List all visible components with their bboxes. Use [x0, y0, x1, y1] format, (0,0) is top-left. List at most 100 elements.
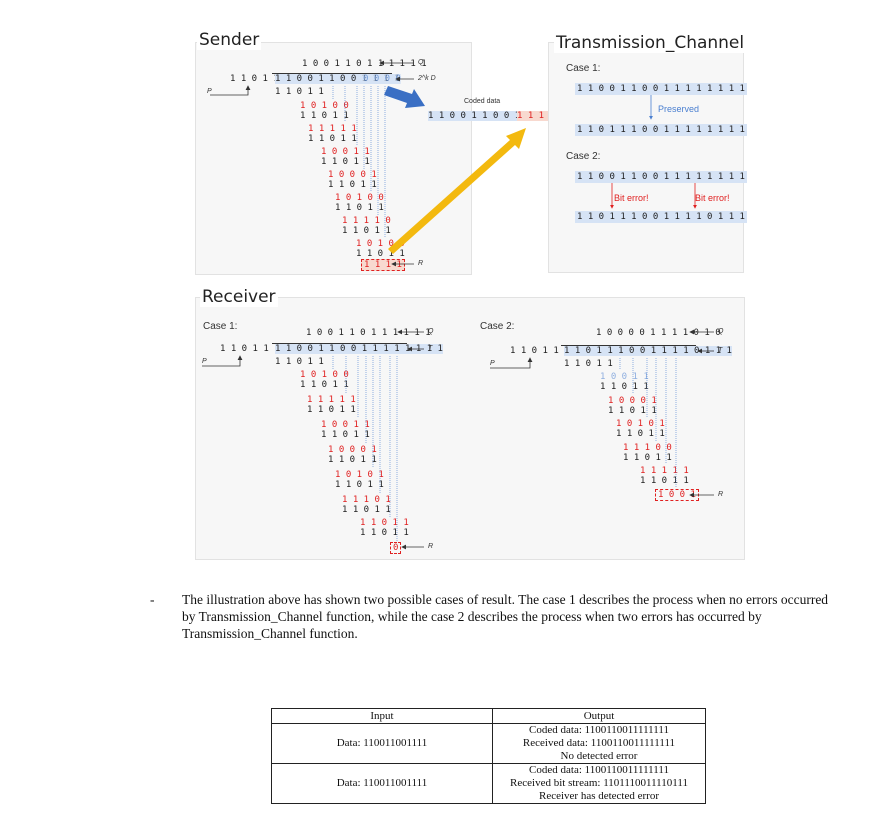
- receiver-case2-q: Q: [718, 328, 724, 335]
- output-line: No detected error: [560, 750, 638, 762]
- r1-rem-6: 1 1 0 1 1: [360, 518, 409, 528]
- receiver-case2-quotient: 1 0 0 0 0 1 1 1 1 0 1 0: [596, 328, 721, 338]
- r2-sub-0: 1 1 0 1 1: [600, 382, 649, 392]
- sender-dividend-zeros: 0 0 0 0: [363, 74, 401, 84]
- receiver-case1-t: T: [428, 345, 433, 352]
- sender-sub-6: 1 1 0 1 1: [342, 226, 391, 236]
- table-cell-input: Data: 110011001111: [271, 763, 493, 804]
- sender-rem-2: 1 1 1 1 1: [308, 124, 357, 134]
- description-text: The illustration above has shown two pos…: [182, 592, 829, 641]
- sender-q-label: Q: [418, 59, 424, 66]
- sender-sub-2: 1 1 0 1 1: [308, 134, 357, 144]
- sender-sub-0: 1 1 0 1 1: [275, 87, 324, 97]
- sender-sub-7: 1 1 0 1 1: [356, 249, 405, 259]
- description-bullet: -: [150, 592, 155, 607]
- receiver-case2-first-sub: 1 1 0 1 1: [564, 359, 613, 369]
- r1-sub-0: 1 1 0 1 1: [300, 380, 349, 390]
- channel-preserved-label: Preserved: [658, 104, 700, 114]
- sender-rem-4: 1 0 0 0 1: [328, 170, 377, 180]
- sender-sub-3: 1 1 0 1 1: [321, 157, 370, 167]
- r2-sub-2: 1 1 0 1 1: [616, 429, 665, 439]
- table-row: Data: 110011001111 Coded data: 110011001…: [271, 763, 706, 804]
- output-line: Receiver has detected error: [538, 790, 659, 802]
- receiver-case2-dividend: 1 1 0 1 1 1 0 0 1 1 1 1 0 1 1 1: [564, 346, 732, 356]
- channel-title: Transmission_Channel: [554, 33, 747, 53]
- receiver-case1-r: R: [428, 543, 434, 550]
- output-line: Received bit stream: 1101110011110111: [510, 777, 688, 789]
- sender-division-bar: [272, 73, 392, 74]
- r2-sub-3: 1 1 0 1 1: [623, 453, 672, 463]
- sender-divisor: 1 1 0 1 1: [230, 74, 279, 84]
- sender-quotient: 1 0 0 1 1 0 1 1 1 1 1 1: [302, 59, 427, 69]
- receiver-case1-remainder: 0: [390, 542, 402, 554]
- r1-sub-1: 1 1 0 1 1: [307, 405, 356, 415]
- output-line: Received data: 1100110011111111: [522, 737, 676, 749]
- r1-sub-5: 1 1 0 1 1: [342, 505, 391, 515]
- receiver-case2-label: Case 2:: [480, 321, 515, 332]
- sender-title: Sender: [197, 30, 262, 50]
- table-cell-input: Data: 110011001111: [271, 723, 493, 764]
- sender-rem-3: 1 0 0 1 1: [321, 147, 370, 157]
- sender-sub-4: 1 1 0 1 1: [328, 180, 377, 190]
- table-header-output: Output: [492, 708, 706, 724]
- channel-case2-recv: 1 1 0 1 1 1 0 0 1 1 1 1 0 1 1 1: [575, 211, 747, 223]
- channel-case1-recv: 1 1 0 1 1 1 0 0 1 1 1 1 1 1 1 1: [575, 124, 747, 136]
- r2-rem-2: 1 0 1 0 1: [616, 419, 665, 429]
- r2-sub-4: 1 1 0 1 1: [640, 476, 689, 486]
- table-row: Data: 110011001111 Coded data: 110011001…: [271, 723, 706, 764]
- sender-shift-label: 2^k D: [418, 75, 436, 82]
- r1-sub-3: 1 1 0 1 1: [328, 455, 377, 465]
- r1-sub-6: 1 1 0 1 1: [360, 528, 409, 538]
- receiver-case2-remainder: 1 0 0 1: [655, 489, 699, 501]
- receiver-case1-bar: [272, 343, 407, 344]
- receiver-case2-r: R: [718, 491, 724, 498]
- sender-rem-6: 1 1 1 1 0: [342, 216, 391, 226]
- r1-rem-2: 1 0 0 1 1: [321, 420, 370, 430]
- receiver-case1-p: P: [202, 358, 207, 365]
- receiver-panel: [195, 297, 745, 560]
- sender-sub-1: 1 1 0 1 1: [300, 111, 349, 121]
- table-header-row: Input Output: [271, 708, 706, 724]
- r1-rem-5: 1 1 1 0 1: [342, 495, 391, 505]
- coded-data-label: Coded data: [464, 98, 501, 105]
- table-cell-output: Coded data: 1100110011111111 Received da…: [492, 723, 706, 764]
- receiver-case1-q: Q: [428, 328, 434, 335]
- sender-r-label: R: [418, 260, 424, 267]
- r1-sub-4: 1 1 0 1 1: [335, 480, 384, 490]
- receiver-case1-divisor: 1 1 0 1 1: [220, 344, 269, 354]
- r1-rem-1: 1 1 1 1 1: [307, 395, 356, 405]
- r1-rem-0: 1 0 1 0 0: [300, 370, 349, 380]
- r2-rem-0: 1 0 0 1 1: [600, 372, 649, 382]
- channel-bit-error-1: Bit error!: [614, 193, 649, 203]
- r1-rem-4: 1 0 1 0 1: [335, 470, 384, 480]
- receiver-case2-bar: [561, 345, 696, 346]
- r2-sub-1: 1 1 0 1 1: [608, 406, 657, 416]
- r2-rem-4: 1 1 1 1 1: [640, 466, 689, 476]
- channel-case1-label: Case 1:: [566, 63, 601, 74]
- receiver-title: Receiver: [200, 287, 278, 307]
- sender-p-label: P: [207, 88, 212, 95]
- sender-rem-1: 1 0 1 0 0: [300, 101, 349, 111]
- sender-remainder: 1 1 1 1: [361, 259, 405, 271]
- channel-case2-sent: 1 1 0 0 1 1 0 0 1 1 1 1 1 1 1 1: [575, 171, 747, 183]
- output-line: Coded data: 1100110011111111: [529, 724, 669, 736]
- sender-rem-7: 1 0 1 0 0: [356, 239, 405, 249]
- receiver-case2-divisor: 1 1 0 1 1: [510, 346, 559, 356]
- r2-rem-1: 1 0 0 0 1: [608, 396, 657, 406]
- sender-rem-5: 1 0 1 0 0: [335, 193, 384, 203]
- receiver-case1-dividend: 1 1 0 0 1 1 0 0 1 1 1 1 1 1 1 1: [275, 344, 443, 354]
- channel-bit-error-2: Bit error!: [695, 193, 730, 203]
- channel-case1-sent: 1 1 0 0 1 1 0 0 1 1 1 1 1 1 1 1: [575, 83, 747, 95]
- table-cell-output: Coded data: 1100110011111111 Received bi…: [492, 763, 706, 804]
- output-line: Coded data: 1100110011111111: [529, 764, 669, 776]
- sender-sub-5: 1 1 0 1 1: [335, 203, 384, 213]
- r1-sub-2: 1 1 0 1 1: [321, 430, 370, 440]
- channel-panel: [548, 42, 744, 273]
- receiver-case2-t: T: [718, 347, 723, 354]
- channel-case2-label: Case 2:: [566, 151, 601, 162]
- table-header-input: Input: [271, 708, 493, 724]
- result-table: Input Output Data: 110011001111 Coded da…: [271, 708, 706, 804]
- receiver-case1-first-sub: 1 1 0 1 1: [275, 357, 324, 367]
- r2-rem-3: 1 1 1 0 0: [623, 443, 672, 453]
- receiver-case2-p: P: [490, 360, 495, 367]
